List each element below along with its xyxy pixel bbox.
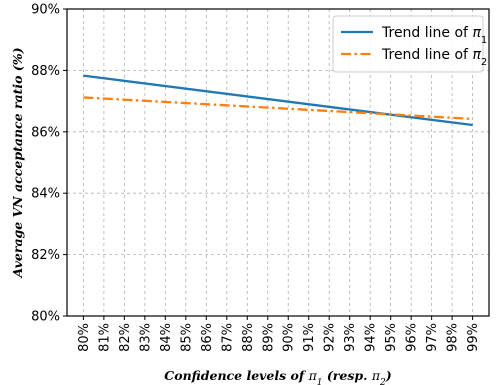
x-tick-label: 92%: [323, 323, 338, 352]
x-tick-label: 96%: [405, 323, 420, 352]
y-tick-label: 90%: [31, 3, 60, 18]
x-tick-label: 84%: [159, 323, 174, 352]
series-line-2: [83, 96, 473, 121]
x-tick-label: 83%: [138, 323, 153, 352]
x-tick-label: 97%: [425, 323, 440, 352]
x-tick-label: 87%: [220, 323, 235, 352]
series-layer: [83, 74, 473, 127]
x-tick-label: 93%: [343, 323, 358, 352]
series-line-1: [83, 74, 473, 127]
x-tick-label: 82%: [118, 323, 133, 352]
y-axis-label: Average VN acceptance ratio (%): [10, 47, 25, 278]
y-tick-label: 82%: [31, 248, 60, 263]
legend-label-1: Trend line of π1: [381, 25, 487, 46]
legend: Trend line of π1 Trend line of π2: [332, 15, 487, 73]
legend-box: [332, 15, 484, 73]
legend-label-2: Trend line of π2: [381, 47, 487, 68]
x-tick-label: 95%: [384, 323, 399, 352]
x-tick-label: 94%: [364, 323, 379, 352]
legend-entry-1: Trend line of π1: [341, 25, 487, 46]
y-tick-label: 86%: [31, 125, 60, 140]
plot-frame: [66, 8, 490, 317]
x-tick-label: 89%: [261, 323, 276, 352]
x-tick-label: 80%: [77, 323, 92, 352]
x-tick-label: 98%: [446, 323, 461, 352]
y-tick-label: 84%: [31, 187, 60, 202]
y-tick-label: 88%: [31, 64, 60, 79]
x-tick-label: 88%: [241, 323, 256, 352]
x-tick-label: 99%: [466, 323, 481, 352]
tick-layer: 80% 82% 84% 86% 88% 90% 80% 81% 82% 83% 84% 85% 86% 8…: [31, 3, 481, 352]
x-tick-label: 85%: [179, 323, 194, 352]
x-tick-label: 81%: [97, 323, 112, 352]
x-tick-label: 90%: [282, 323, 297, 352]
x-axis-label: Confidence levels of π1 (resp. π2): [164, 368, 391, 385]
y-tick-label: 80%: [31, 310, 60, 325]
x-tick-label: 86%: [200, 323, 215, 352]
legend-entry-2: Trend line of π2: [341, 47, 487, 68]
x-tick-label: 91%: [302, 323, 317, 352]
